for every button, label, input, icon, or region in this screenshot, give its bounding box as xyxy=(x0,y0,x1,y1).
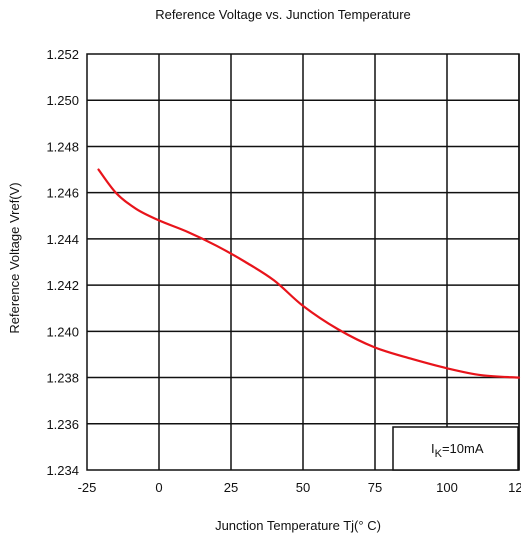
y-tick-label: 1.242 xyxy=(46,278,79,293)
y-tick-label: 1.238 xyxy=(46,371,79,386)
legend-subscript: K xyxy=(435,448,443,460)
plot-frame xyxy=(86,53,520,471)
y-tick-label: 1.244 xyxy=(46,232,79,247)
legend: IK=10mA xyxy=(392,426,519,471)
y-axis-label: Reference Voltage Vref(V) xyxy=(7,182,22,333)
x-tick-label: 0 xyxy=(155,480,162,495)
legend-rest: =10mA xyxy=(442,441,484,456)
series-layer xyxy=(97,168,521,379)
y-tick-label: 1.236 xyxy=(46,417,79,432)
y-tick-label: 1.252 xyxy=(46,47,79,62)
x-tick-label: 100 xyxy=(436,480,458,495)
legend-box xyxy=(392,426,519,471)
tick-labels: -25 0 25 50 75 100 125 1.234 1.236 1.238 1.240 1.24… xyxy=(46,47,521,495)
y-tick-label: 1.234 xyxy=(46,463,79,478)
y-tick-label: 1.246 xyxy=(46,186,79,201)
x-tick-label: 75 xyxy=(368,480,382,495)
grid-layer xyxy=(87,54,520,470)
y-tick-label: 1.250 xyxy=(46,93,79,108)
x-tick-label: 25 xyxy=(224,480,238,495)
x-tick-label: -25 xyxy=(78,480,97,495)
y-tick-label: 1.248 xyxy=(46,139,79,154)
y-tick-label: 1.240 xyxy=(46,324,79,339)
x-tick-label: 125 xyxy=(508,480,521,495)
chart-title: Reference Voltage vs. Junction Temperatu… xyxy=(155,7,411,22)
x-axis-label: Junction Temperature Tj(° C) xyxy=(215,518,381,533)
legend-label: IK=10mA xyxy=(431,441,484,460)
series-line xyxy=(97,168,521,379)
x-tick-label: 50 xyxy=(296,480,310,495)
legend-main: I xyxy=(431,441,435,456)
